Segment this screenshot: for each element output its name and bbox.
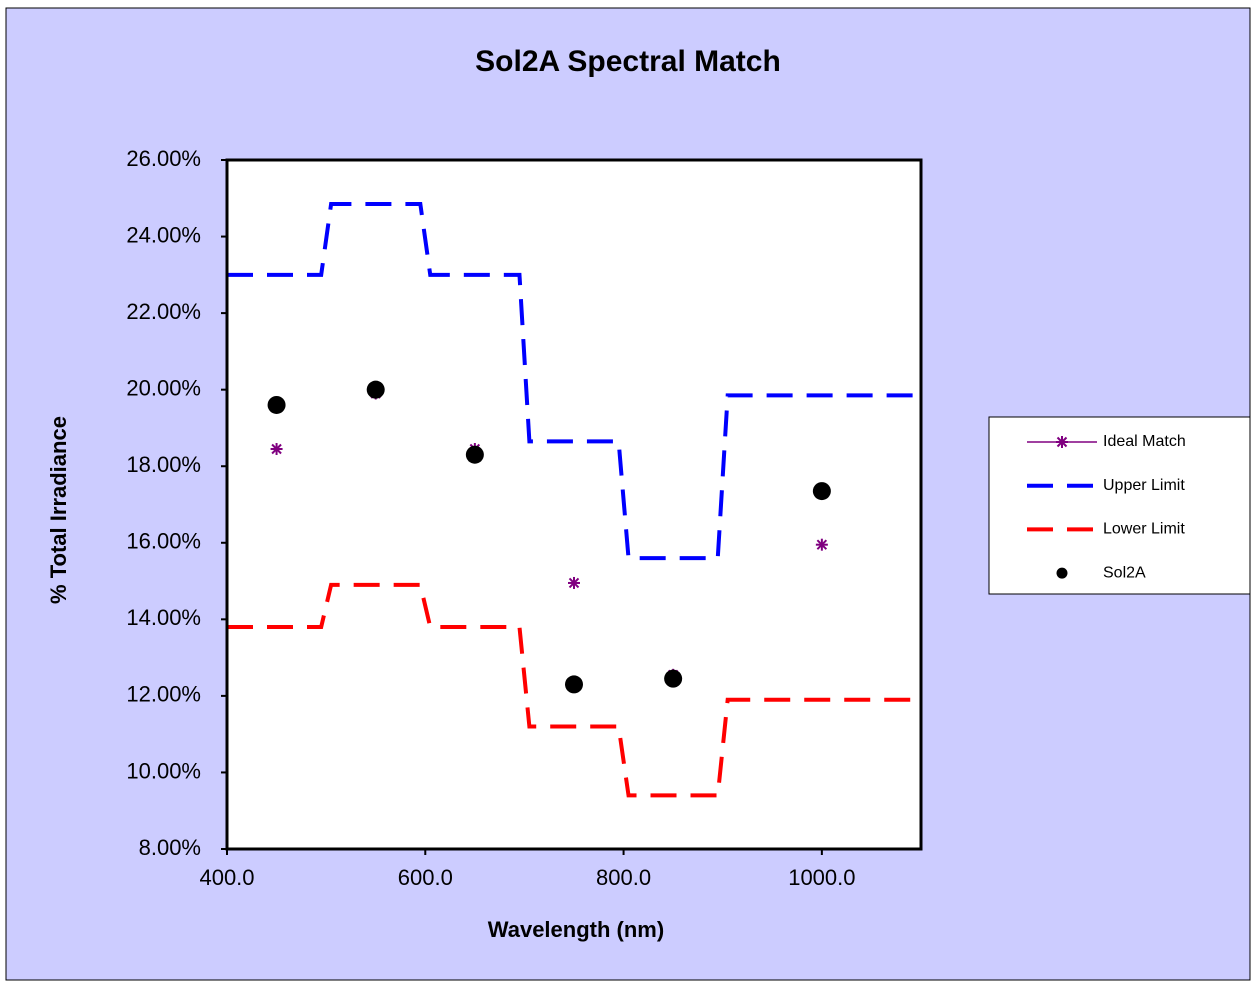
series-line (227, 202, 921, 561)
plot-border (225, 158, 923, 851)
y-tick-label: 22.00% (126, 299, 201, 324)
y-tick-label: 24.00% (126, 222, 201, 247)
data-point (815, 538, 828, 551)
chart-title: Sol2A Spectral Match (475, 45, 781, 78)
y-axis-label: % Total Irradiance (46, 416, 71, 604)
data-point (366, 380, 385, 399)
y-tick-label: 20.00% (126, 375, 201, 400)
data-point (465, 445, 484, 464)
data-point (812, 482, 831, 501)
legend-marker (1056, 567, 1068, 579)
series-line (227, 582, 921, 798)
legend (988, 416, 1251, 595)
legend-label: Sol2A (1103, 564, 1146, 581)
legend-label: Upper Limit (1103, 477, 1185, 494)
legend-label: Ideal Match (1103, 433, 1186, 450)
x-tick-label: 1000.0 (788, 865, 855, 890)
data-point (664, 669, 683, 688)
y-tick-label: 8.00% (139, 835, 201, 860)
plot-area (227, 160, 921, 849)
y-tick-label: 14.00% (126, 605, 201, 630)
y-tick-label: 16.00% (126, 529, 201, 554)
data-point (568, 576, 580, 589)
y-tick-label: 18.00% (126, 452, 201, 477)
x-tick-label: 800.0 (596, 865, 651, 890)
x-tick-label: 400.0 (199, 865, 254, 890)
data-point (267, 395, 286, 414)
x-tick-label: 600.0 (398, 865, 453, 890)
x-axis-label: Wavelength (nm) (488, 917, 664, 942)
y-tick-label: 10.00% (126, 758, 201, 783)
legend-label: Lower Limit (1103, 521, 1185, 538)
data-point (565, 675, 583, 694)
y-tick-label: 26.00% (126, 146, 201, 171)
data-point (270, 442, 283, 455)
y-tick-label: 12.00% (126, 682, 201, 707)
legend-marker (1056, 436, 1068, 448)
